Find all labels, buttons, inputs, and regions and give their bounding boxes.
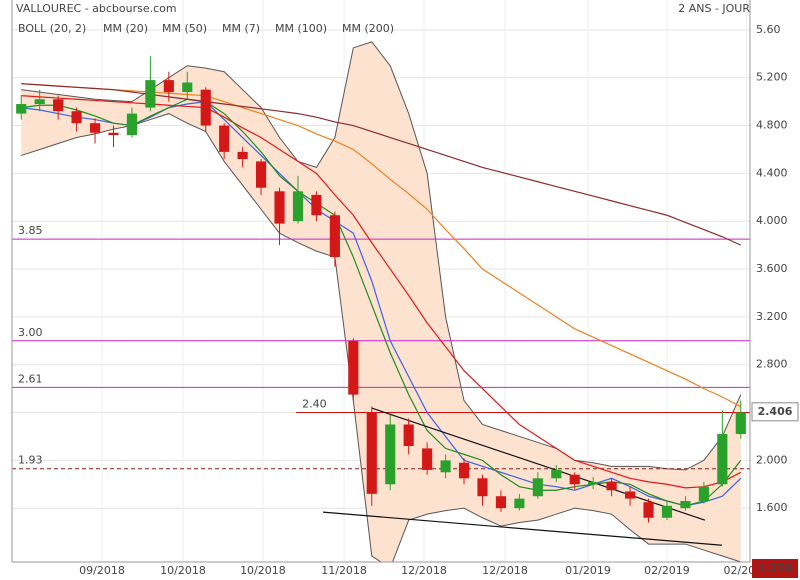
candle-body xyxy=(292,191,304,222)
level-label: 1.93 xyxy=(18,454,43,467)
legend-entry: MM (200) xyxy=(342,22,394,35)
candle-body xyxy=(311,194,322,216)
candle-body xyxy=(200,89,211,126)
y-tick-label: 4.400 xyxy=(756,166,788,179)
x-tick-label: 10/2018 xyxy=(240,564,286,577)
last-price: 2.406 xyxy=(758,405,793,418)
candle-body xyxy=(256,161,267,188)
candle-body xyxy=(643,502,654,518)
chart-title: VALLOUREC - abcbourse.com xyxy=(16,2,177,15)
legend-entry: MM (100) xyxy=(275,22,327,35)
candle-body xyxy=(145,80,156,108)
level-label: 2.61 xyxy=(18,372,43,385)
candle-body xyxy=(53,99,64,112)
y-tick-label: 2.000 xyxy=(756,453,788,466)
candle-body xyxy=(625,491,636,499)
candle-body xyxy=(385,424,396,485)
x-tick-label: 11/2018 xyxy=(321,564,367,577)
candle-body xyxy=(551,469,562,479)
candle-body xyxy=(514,498,525,509)
level-label: 2.40 xyxy=(302,398,327,411)
candle-body xyxy=(219,125,230,152)
candle-body xyxy=(477,478,488,497)
candle-body xyxy=(440,460,451,473)
candle-body xyxy=(329,215,340,258)
lower-value-box xyxy=(752,559,798,578)
x-tick-label: 09/2018 xyxy=(79,564,125,577)
legend-entry: MM (7) xyxy=(222,22,260,35)
y-tick-label: 4.800 xyxy=(756,119,788,132)
legend-entry: MM (50) xyxy=(162,22,207,35)
candle-body xyxy=(495,496,506,509)
candle-body xyxy=(274,191,285,224)
candle-body xyxy=(458,462,470,479)
candle-body xyxy=(588,481,599,485)
y-tick-label: 1.600 xyxy=(756,501,788,514)
candle-body xyxy=(89,123,101,133)
y-tick-label: 5.200 xyxy=(756,71,788,84)
y-tick-label: 2.800 xyxy=(756,358,788,371)
legend: BOLL (20, 2) MM (20) MM (50) MM (7) MM (… xyxy=(18,22,394,35)
level-label: 3.85 xyxy=(18,224,43,237)
candle-body xyxy=(182,82,193,93)
candle-body xyxy=(71,111,82,124)
candle-body xyxy=(532,478,543,497)
bollinger-upper xyxy=(21,41,742,471)
x-tick-label: 01/2019 xyxy=(565,564,611,577)
candle-body xyxy=(422,448,433,470)
bollinger-lower xyxy=(21,113,741,562)
moving-average xyxy=(21,98,742,507)
plot-area xyxy=(12,0,750,562)
last-price-box xyxy=(751,402,799,422)
x-tick-label: 12/2018 xyxy=(401,564,447,577)
y-tick-label: 5.60 xyxy=(756,23,781,36)
candle-body xyxy=(163,80,174,93)
level-label: 3.00 xyxy=(18,326,43,339)
x-tick-label: 10/2018 xyxy=(160,564,206,577)
lower-value: 1.370 xyxy=(758,562,793,575)
candle-body xyxy=(698,486,709,502)
candle-body xyxy=(735,412,746,435)
x-tick-label: 02/2019 xyxy=(644,564,690,577)
x-tick-label: 12/2018 xyxy=(482,564,528,577)
candle-body xyxy=(348,340,359,395)
legend-entry: BOLL (20, 2) xyxy=(18,22,86,35)
candle-body xyxy=(606,481,617,491)
candle-body xyxy=(661,505,673,518)
candle-body xyxy=(34,99,45,105)
candle-body xyxy=(108,132,119,136)
bollinger-band xyxy=(21,41,741,562)
candle-body xyxy=(126,113,137,136)
y-tick-label: 3.600 xyxy=(756,262,788,275)
trendline xyxy=(371,407,706,521)
y-tick-label: 4.000 xyxy=(756,214,788,227)
moving-average xyxy=(21,83,742,408)
candle-body xyxy=(680,501,691,509)
legend-entry: MM (20) xyxy=(103,22,148,35)
moving-average xyxy=(21,95,742,489)
trendline xyxy=(323,511,723,546)
candle-body xyxy=(16,104,27,114)
candle-body xyxy=(237,151,248,160)
period: 2 ANS - JOUR xyxy=(678,2,750,15)
moving-average xyxy=(21,83,742,246)
candle-body xyxy=(569,474,580,485)
candle-body xyxy=(403,424,414,447)
overlay: 1.6002.0002.4002.8003.2003.6004.0004.400… xyxy=(18,23,799,578)
y-tick-label: 3.200 xyxy=(756,310,788,323)
candle-body xyxy=(717,434,728,485)
candle-body xyxy=(366,412,377,494)
